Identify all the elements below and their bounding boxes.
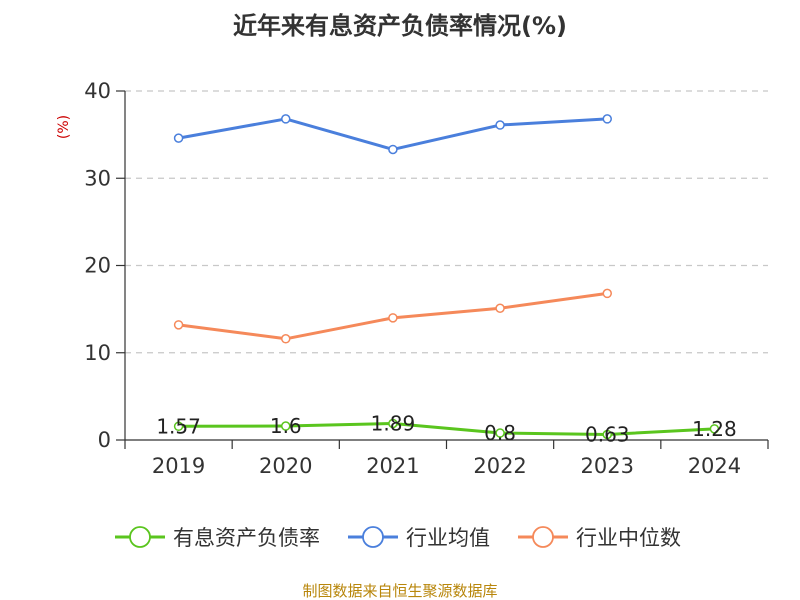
y-tick-label: 30 — [84, 166, 111, 190]
x-tick-label: 2020 — [259, 454, 312, 478]
legend-label: 行业中位数 — [576, 526, 681, 550]
chart-title: 近年来有息资产负债率情况(%) — [233, 12, 567, 40]
data-label: 1.6 — [270, 414, 302, 438]
data-point[interactable] — [602, 288, 612, 299]
legend-label: 有息资产负债率 — [173, 526, 320, 550]
source-note: 制图数据来自恒生聚源数据库 — [302, 582, 497, 600]
y-tick-label: 40 — [84, 79, 111, 103]
data-label: 0.63 — [585, 423, 630, 447]
x-tick-label: 2019 — [152, 454, 205, 478]
y-tick-label: 10 — [84, 341, 111, 365]
series-lines — [173, 114, 720, 440]
series-3 — [173, 288, 612, 344]
data-label: 1.57 — [156, 414, 201, 438]
data-label: 0.8 — [484, 421, 516, 445]
series-2 — [173, 114, 612, 155]
data-point[interactable] — [173, 133, 184, 143]
y-tick-label: 20 — [84, 254, 111, 278]
legend-marker — [362, 526, 384, 548]
data-point[interactable] — [388, 313, 398, 323]
axes: 0 10 20 30 40 2019 2020 2021 2022 2023 2024 — [84, 79, 769, 478]
x-tick-label: 2022 — [473, 454, 526, 478]
data-point[interactable] — [495, 303, 505, 314]
data-point[interactable] — [709, 424, 720, 434]
legend-item[interactable]: 行业中位数 — [518, 526, 681, 550]
data-point[interactable] — [173, 320, 184, 330]
x-tick-label: 2024 — [688, 454, 741, 478]
data-point[interactable] — [388, 144, 398, 155]
series-1 — [173, 418, 720, 440]
series-line — [178, 422, 715, 437]
y-tick-label: 0 — [98, 428, 111, 452]
data-point[interactable] — [495, 428, 505, 438]
data-point[interactable] — [495, 120, 505, 130]
data-point[interactable] — [602, 114, 612, 124]
x-tick-label: 2021 — [366, 454, 419, 478]
legend-marker — [532, 526, 554, 548]
gridlines — [125, 90, 768, 354]
data-point[interactable] — [281, 421, 291, 431]
data-label: 1.89 — [371, 412, 416, 436]
legend[interactable]: 有息资产负债率 行业均值 行业中位数 — [115, 526, 681, 550]
data-point[interactable] — [281, 334, 291, 344]
y-axis-unit: (%) — [56, 115, 72, 139]
data-labels: 1.57 1.6 1.89 0.8 0.63 1.28 — [156, 412, 736, 447]
data-point[interactable] — [388, 418, 398, 429]
data-point[interactable] — [173, 421, 184, 432]
legend-label: 行业均值 — [406, 526, 490, 550]
legend-item[interactable]: 行业均值 — [348, 526, 490, 550]
legend-item[interactable]: 有息资产负债率 — [115, 526, 320, 550]
legend-marker — [129, 526, 151, 548]
data-point[interactable] — [602, 429, 612, 440]
data-label: 1.28 — [692, 417, 737, 441]
data-point[interactable] — [281, 114, 291, 124]
x-tick-label: 2023 — [581, 454, 634, 478]
